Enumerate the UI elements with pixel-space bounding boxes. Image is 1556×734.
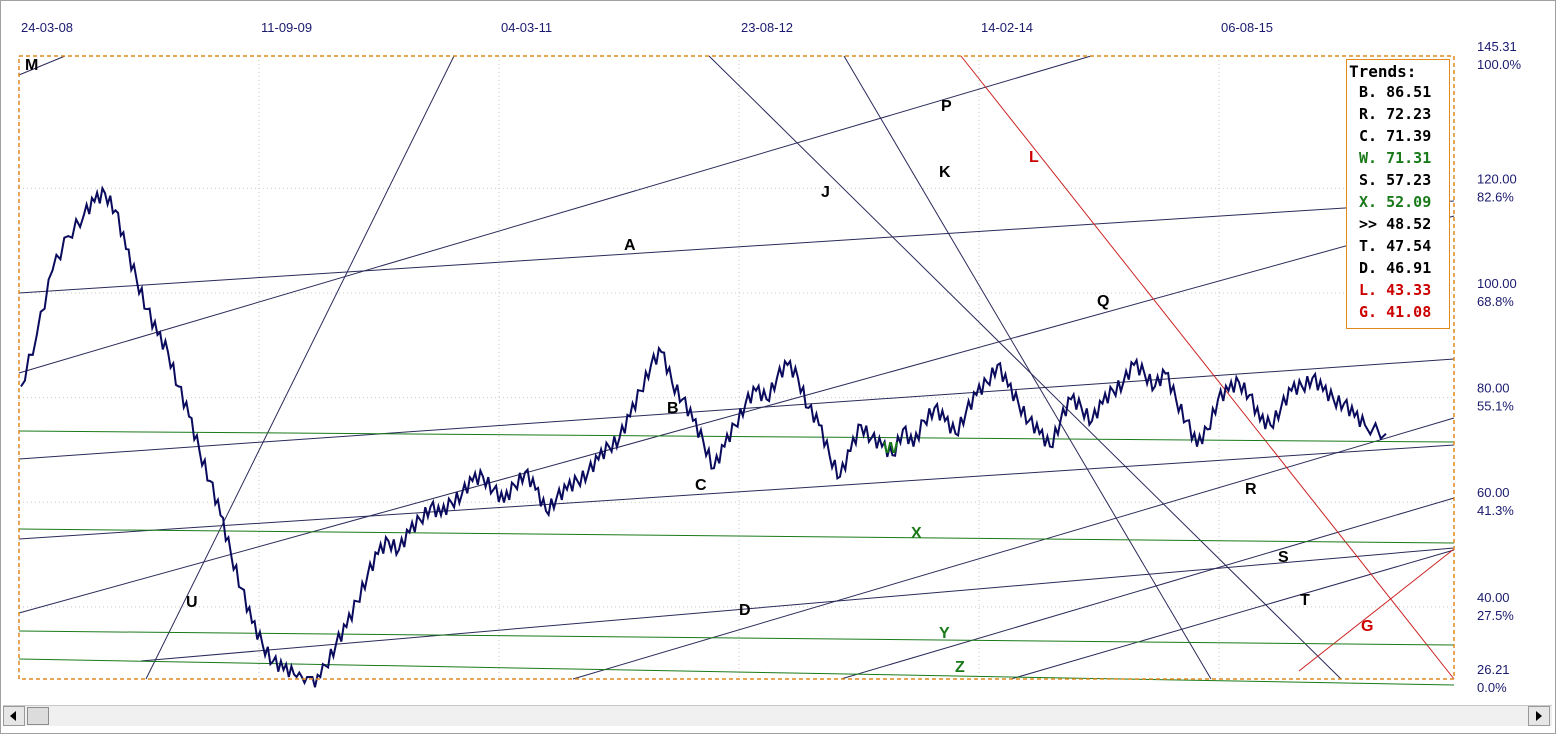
y-tick-percent: 100.0% [1477, 57, 1522, 72]
trends-legend: Trends: B. 86.51 R. 72.23 C. 71.39 W. 71.31… [1346, 59, 1450, 329]
trend-line [18, 215, 1455, 614]
legend-entry: T. 47.54 [1359, 237, 1432, 255]
trend-line [18, 444, 1455, 540]
grid [18, 56, 1454, 679]
x-tick-label: 11-09-09 [261, 20, 312, 35]
trend-label-j: J [821, 184, 830, 201]
trend-label-b: B [667, 400, 679, 417]
trend-label-y: Y [939, 625, 950, 642]
legend-entry: D. 46.91 [1359, 259, 1432, 277]
y-tick-percent: 55.1% [1477, 399, 1514, 414]
x-tick-label: 04-03-11 [501, 20, 552, 35]
legend-entry: B. 86.51 [1359, 83, 1432, 101]
y-tick-value: 80.00 [1477, 381, 1510, 396]
trend-label-g: G [1361, 618, 1373, 635]
trend-line [840, 497, 1455, 680]
trend-label-p: P [941, 98, 952, 115]
trend-line [960, 55, 1455, 680]
trend-line [145, 55, 455, 680]
scroll-right-button[interactable] [1528, 706, 1550, 726]
trend-label-t: T [1300, 592, 1310, 609]
y-tick-value: 60.00 [1477, 485, 1510, 500]
y-tick-percent: 68.8% [1477, 294, 1514, 309]
trend-label-z: Z [955, 659, 965, 676]
trend-line-labels: M P K L J A Q B W C R X S U D T Y G Z [25, 57, 1373, 676]
trend-line [18, 528, 1455, 544]
y-tick-percent: 41.3% [1477, 503, 1514, 518]
arrow-right-icon [1536, 711, 1542, 721]
trend-label-m: M [25, 57, 38, 74]
legend-entry: >> 48.52 [1359, 215, 1432, 233]
trend-line [1298, 548, 1455, 672]
trend-label-s: S [1278, 549, 1289, 566]
y-tick-percent: 82.6% [1477, 189, 1514, 204]
x-axis-ticks: 24-03-08 11-09-09 04-03-11 23-08-12 14-02-14… [21, 20, 1273, 35]
y-tick-value: 26.21 [1477, 662, 1510, 677]
trend-label-w: W [883, 440, 899, 457]
trend-label-r: R [1245, 481, 1257, 498]
trend-label-d: D [739, 602, 751, 619]
legend-entry: C. 71.39 [1359, 127, 1432, 145]
trend-lines [18, 55, 1455, 686]
plot-area-border [18, 55, 1455, 680]
trend-label-q: Q [1097, 293, 1109, 310]
y-tick-value: 145.31 [1477, 39, 1517, 54]
trend-line [18, 430, 1455, 443]
legend-entry: S. 57.23 [1359, 171, 1432, 189]
trend-label-x: X [911, 525, 922, 542]
trend-line [18, 630, 1455, 646]
trend-label-u: U [186, 594, 198, 611]
trend-line [708, 55, 1342, 680]
scrollbar-thumb[interactable] [27, 707, 49, 725]
price-chart: 24-03-08 11-09-09 04-03-11 23-08-12 14-02-14… [18, 20, 1522, 695]
trend-line [572, 417, 1455, 680]
x-tick-label: 24-03-08 [21, 20, 73, 35]
legend-entry: G. 41.08 [1359, 303, 1432, 321]
arrow-left-icon [10, 711, 16, 721]
y-tick-value: 100.00 [1477, 276, 1517, 291]
trend-line [18, 200, 1455, 294]
y-axis-ticks: 145.31 100.0% 120.00 82.6% 100.00 68.8% 80.00 5… [1477, 39, 1522, 695]
legend-entry: L. 43.33 [1359, 281, 1432, 299]
trend-line [18, 358, 1455, 460]
legend-entry: W. 71.31 [1359, 149, 1432, 167]
legend-entry: R. 72.23 [1359, 105, 1432, 123]
trend-label-k: K [939, 164, 951, 181]
trend-line [1010, 549, 1455, 680]
y-tick-value: 40.00 [1477, 590, 1510, 605]
trend-line [18, 55, 1092, 374]
price-series-line [20, 185, 1387, 688]
scroll-left-button[interactable] [3, 706, 25, 726]
legend-title: Trends: [1349, 62, 1417, 81]
legend-entry: X. 52.09 [1359, 193, 1432, 211]
y-tick-value: 120.00 [1477, 171, 1517, 186]
x-tick-label: 14-02-14 [981, 20, 1033, 35]
trend-label-l: L [1029, 149, 1039, 166]
y-tick-percent: 27.5% [1477, 608, 1514, 623]
x-tick-label: 06-08-15 [1221, 20, 1273, 35]
trend-line [18, 658, 1455, 686]
trend-line [18, 55, 66, 76]
trend-line [843, 55, 1212, 680]
y-tick-percent: 0.0% [1477, 680, 1507, 695]
x-tick-label: 23-08-12 [741, 20, 793, 35]
trend-label-c: C [695, 477, 707, 494]
trend-label-a: A [624, 237, 636, 254]
trend-line [140, 547, 1455, 662]
horizontal-scrollbar[interactable] [3, 705, 1552, 726]
